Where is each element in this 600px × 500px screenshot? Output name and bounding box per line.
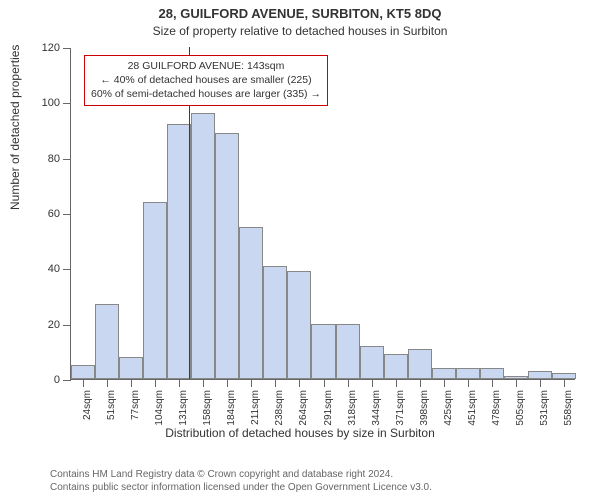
x-tick-label: 264sqm xyxy=(298,390,309,430)
chart-subtitle: Size of property relative to detached ho… xyxy=(0,24,600,38)
footer-attribution: Contains HM Land Registry data © Crown c… xyxy=(50,468,432,494)
x-tick xyxy=(468,379,469,387)
x-tick-label: 451sqm xyxy=(467,390,478,430)
info-box-line: 60% of semi-detached houses are larger (… xyxy=(91,87,321,101)
histogram-bar xyxy=(480,368,504,379)
x-tick xyxy=(492,379,493,387)
info-box-line: ← 40% of detached houses are smaller (22… xyxy=(91,73,321,87)
x-tick xyxy=(107,379,108,387)
footer-line: Contains public sector information licen… xyxy=(50,481,432,494)
x-tick-label: 371sqm xyxy=(395,390,406,430)
histogram-bar xyxy=(456,368,480,379)
x-tick xyxy=(227,379,228,387)
y-tick-label: 100 xyxy=(42,97,60,109)
x-tick xyxy=(444,379,445,387)
info-box-line: 28 GUILFORD AVENUE: 143sqm xyxy=(91,59,321,73)
y-tick xyxy=(63,159,71,160)
chart-title: 28, GUILFORD AVENUE, SURBITON, KT5 8DQ xyxy=(0,6,600,21)
y-tick-label: 80 xyxy=(48,153,60,165)
x-tick xyxy=(324,379,325,387)
histogram-bar xyxy=(143,202,167,379)
x-tick-label: 318sqm xyxy=(347,390,358,430)
y-tick xyxy=(63,214,71,215)
y-tick-label: 60 xyxy=(48,208,60,220)
x-tick xyxy=(155,379,156,387)
x-tick xyxy=(83,379,84,387)
histogram-bar xyxy=(263,266,287,379)
histogram-bar xyxy=(384,354,408,379)
x-tick xyxy=(131,379,132,387)
y-tick xyxy=(63,380,71,381)
x-tick xyxy=(348,379,349,387)
y-tick-label: 120 xyxy=(42,42,60,54)
x-tick xyxy=(275,379,276,387)
histogram-bar xyxy=(287,271,311,379)
histogram-bar xyxy=(95,304,119,379)
histogram-bar xyxy=(191,113,215,379)
chart-container: 28, GUILFORD AVENUE, SURBITON, KT5 8DQ S… xyxy=(0,0,600,500)
x-tick xyxy=(420,379,421,387)
histogram-bar xyxy=(432,368,456,379)
x-tick-label: 51sqm xyxy=(106,390,117,430)
x-tick xyxy=(396,379,397,387)
y-axis-label: Number of detached properties xyxy=(8,45,22,210)
y-tick xyxy=(63,48,71,49)
histogram-bar xyxy=(239,227,263,379)
histogram-bar xyxy=(408,349,432,379)
x-tick-label: 158sqm xyxy=(202,390,213,430)
x-tick xyxy=(372,379,373,387)
x-tick-label: 398sqm xyxy=(419,390,430,430)
x-tick xyxy=(564,379,565,387)
histogram-bar xyxy=(336,324,360,379)
y-tick-label: 20 xyxy=(48,319,60,331)
x-tick xyxy=(299,379,300,387)
histogram-bar xyxy=(528,371,552,379)
x-tick-label: 291sqm xyxy=(323,390,334,430)
info-box: 28 GUILFORD AVENUE: 143sqm← 40% of detac… xyxy=(84,55,328,106)
histogram-bar xyxy=(360,346,384,379)
y-tick xyxy=(63,103,71,104)
histogram-bar xyxy=(119,357,143,379)
x-tick-label: 77sqm xyxy=(130,390,141,430)
x-tick-label: 478sqm xyxy=(491,390,502,430)
x-tick-label: 425sqm xyxy=(443,390,454,430)
x-tick-label: 131sqm xyxy=(178,390,189,430)
y-tick xyxy=(63,269,71,270)
footer-line: Contains HM Land Registry data © Crown c… xyxy=(50,468,432,481)
histogram-bar xyxy=(71,365,95,379)
x-tick-label: 531sqm xyxy=(539,390,550,430)
y-tick-label: 0 xyxy=(54,374,60,386)
x-tick-label: 184sqm xyxy=(226,390,237,430)
x-tick xyxy=(516,379,517,387)
histogram-bar xyxy=(215,133,239,379)
y-tick-label: 40 xyxy=(48,263,60,275)
x-tick xyxy=(179,379,180,387)
y-tick xyxy=(63,325,71,326)
x-tick-label: 505sqm xyxy=(515,390,526,430)
x-tick-label: 104sqm xyxy=(154,390,165,430)
histogram-bar xyxy=(311,324,335,379)
x-tick-label: 24sqm xyxy=(82,390,93,430)
x-tick-label: 238sqm xyxy=(274,390,285,430)
histogram-bar xyxy=(167,124,191,379)
x-tick-label: 344sqm xyxy=(371,390,382,430)
x-tick xyxy=(251,379,252,387)
x-tick xyxy=(540,379,541,387)
x-tick-label: 211sqm xyxy=(250,390,261,430)
x-tick-label: 558sqm xyxy=(563,390,574,430)
x-tick xyxy=(203,379,204,387)
